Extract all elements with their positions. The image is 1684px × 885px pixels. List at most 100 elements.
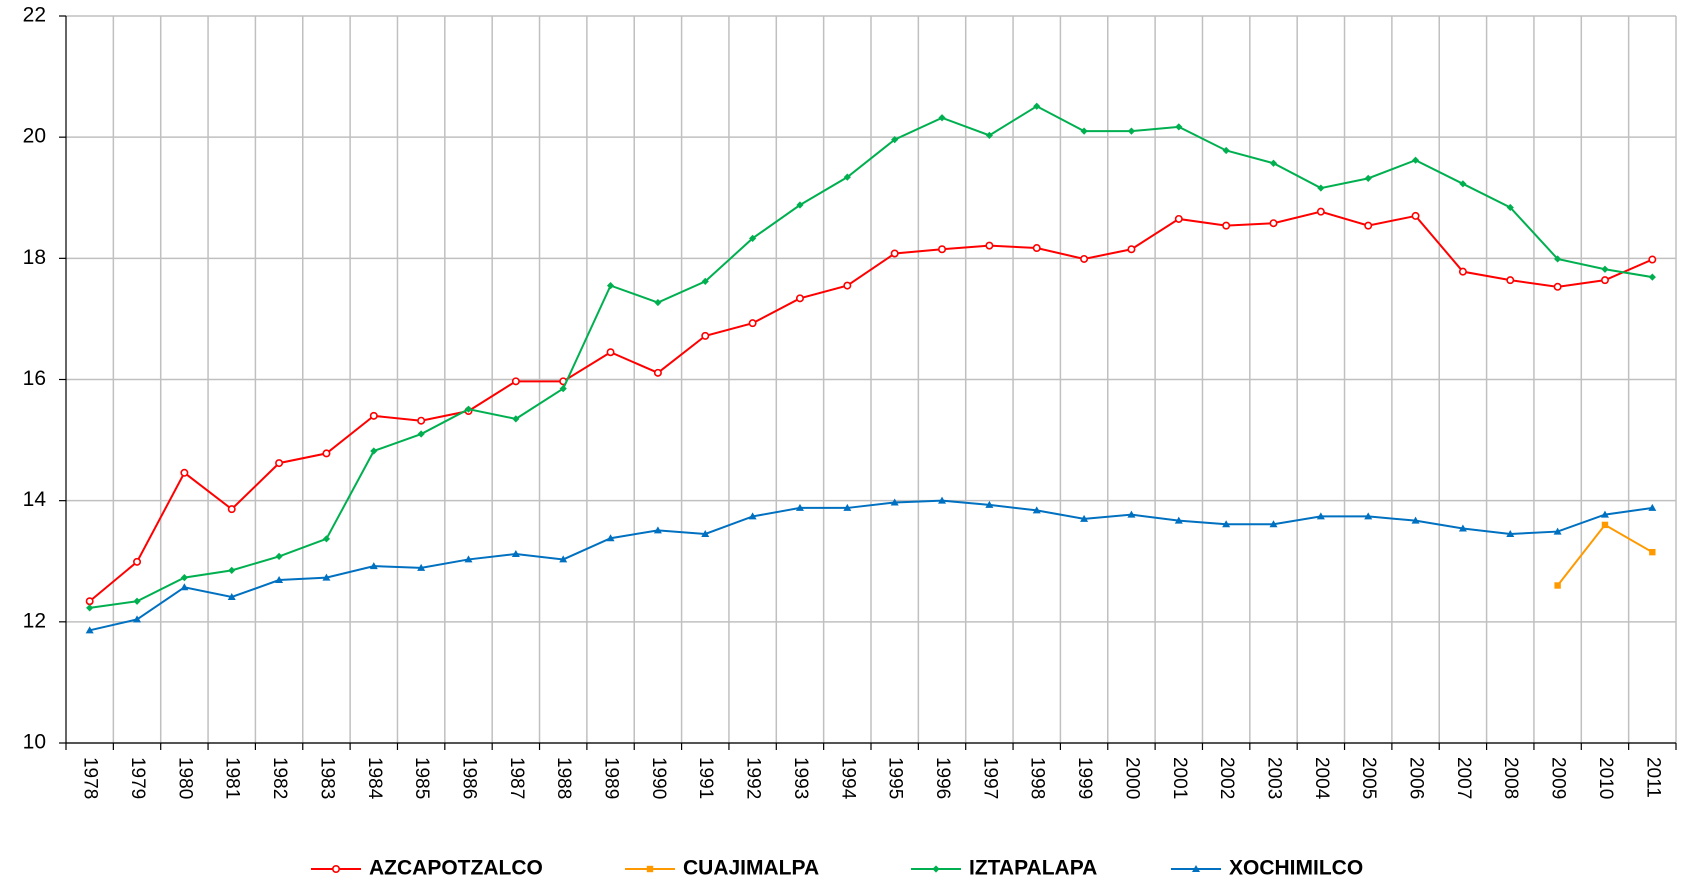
- marker: [1553, 527, 1562, 535]
- x-tick-label: 1991: [695, 757, 716, 799]
- marker: [1649, 548, 1656, 556]
- y-tick-label: 22: [23, 4, 46, 27]
- marker: [369, 411, 378, 420]
- marker: [1316, 207, 1325, 216]
- marker: [795, 294, 804, 303]
- marker: [654, 298, 662, 307]
- marker: [275, 552, 283, 561]
- marker: [1648, 273, 1656, 281]
- marker: [890, 249, 899, 258]
- marker: [559, 384, 567, 393]
- marker: [985, 500, 994, 508]
- marker: [1080, 127, 1088, 135]
- marker: [180, 574, 188, 582]
- marker: [1458, 524, 1467, 532]
- marker: [985, 241, 994, 250]
- marker: [843, 503, 852, 511]
- x-tick-label: 2001: [1169, 757, 1190, 799]
- marker: [1411, 516, 1420, 524]
- marker: [1127, 245, 1136, 254]
- marker: [322, 535, 331, 543]
- marker: [464, 555, 473, 563]
- x-tick-label: 2002: [1216, 757, 1237, 799]
- x-tick-label: 1996: [932, 757, 953, 799]
- marker: [1553, 282, 1562, 291]
- marker: [606, 281, 615, 290]
- y-tick-label: 12: [23, 609, 46, 632]
- y-tick-label: 14: [23, 488, 47, 511]
- marker: [1174, 516, 1183, 524]
- marker: [1364, 512, 1373, 520]
- x-tick-label: 1993: [790, 757, 811, 799]
- x-tick-label: 2008: [1500, 757, 1521, 799]
- x-tick-label: 1979: [127, 757, 148, 799]
- x-tick-label: 1986: [458, 757, 479, 799]
- marker: [1174, 214, 1183, 223]
- marker: [1554, 582, 1561, 589]
- marker: [606, 348, 615, 357]
- x-tick-label: 1987: [506, 757, 527, 799]
- marker: [606, 534, 615, 542]
- x-tick-label: 2004: [1311, 757, 1332, 800]
- marker: [1411, 211, 1420, 220]
- marker: [369, 562, 378, 570]
- marker: [275, 576, 284, 584]
- x-tick-label: 2007: [1453, 757, 1474, 799]
- marker: [1364, 174, 1372, 182]
- x-tick-label: 1980: [174, 757, 195, 799]
- marker: [843, 173, 851, 181]
- x-tick-label: 1981: [222, 757, 243, 799]
- x-tick-label: 2006: [1406, 757, 1427, 799]
- marker: [1127, 510, 1136, 518]
- x-tick-label: 1982: [269, 757, 290, 799]
- marker: [227, 505, 236, 514]
- marker: [748, 512, 757, 520]
- legend-marker: [331, 864, 340, 873]
- marker: [86, 604, 94, 612]
- marker: [938, 114, 946, 122]
- marker: [1269, 520, 1278, 528]
- x-tick-label: 1990: [648, 757, 669, 799]
- marker: [322, 573, 331, 581]
- x-tick-label: 2010: [1595, 757, 1616, 799]
- marker: [1648, 503, 1657, 511]
- marker: [891, 135, 899, 144]
- x-tick-label: 1999: [1074, 757, 1095, 799]
- legend-marker: [932, 865, 940, 873]
- marker: [1364, 221, 1373, 230]
- y-tick-label: 20: [23, 125, 46, 148]
- marker: [1175, 123, 1183, 131]
- marker: [890, 498, 899, 506]
- marker: [843, 281, 852, 290]
- marker: [511, 549, 520, 557]
- marker: [1316, 512, 1325, 520]
- marker: [748, 319, 757, 328]
- marker: [228, 566, 236, 574]
- marker: [1506, 203, 1514, 212]
- marker: [701, 331, 710, 340]
- marker: [1458, 267, 1467, 276]
- x-tick-label: 1984: [364, 757, 385, 800]
- marker: [1033, 102, 1041, 110]
- marker: [1459, 180, 1467, 188]
- series-line: [89, 499, 1653, 632]
- x-tick-label: 1997: [979, 757, 1000, 799]
- x-tick-label: 1998: [1027, 757, 1048, 799]
- x-tick-label: 1985: [411, 757, 432, 799]
- marker: [85, 626, 94, 634]
- x-tick-label: 1978: [80, 757, 101, 799]
- marker: [653, 526, 662, 534]
- marker: [1222, 146, 1230, 155]
- marker: [796, 201, 804, 209]
- marker: [1506, 529, 1515, 537]
- marker: [275, 459, 284, 468]
- marker: [1317, 184, 1325, 192]
- marker: [133, 615, 142, 623]
- marker: [938, 496, 947, 504]
- marker: [180, 468, 189, 477]
- marker: [511, 377, 520, 386]
- marker: [370, 447, 378, 455]
- x-tick-label: 1992: [743, 757, 764, 799]
- marker: [85, 597, 94, 606]
